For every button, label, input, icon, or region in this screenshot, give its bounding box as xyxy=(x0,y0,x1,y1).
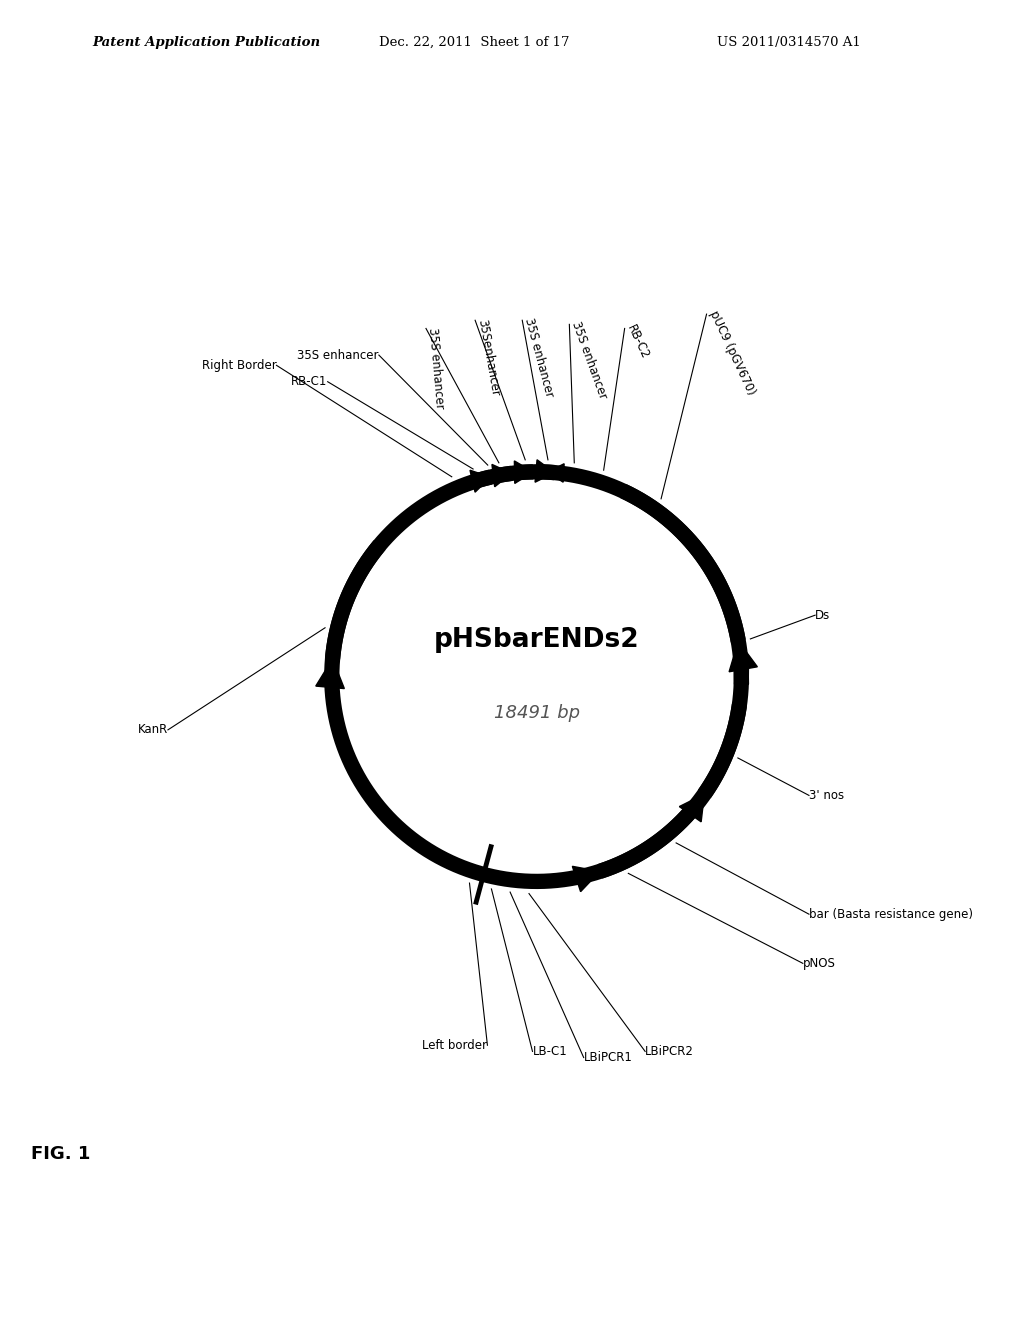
Text: LBiPCR1: LBiPCR1 xyxy=(584,1051,633,1064)
Text: Dec. 22, 2011  Sheet 1 of 17: Dec. 22, 2011 Sheet 1 of 17 xyxy=(379,36,569,49)
Polygon shape xyxy=(679,795,705,822)
Text: RB-C1: RB-C1 xyxy=(291,375,328,388)
Text: 35S enhancer: 35S enhancer xyxy=(522,317,556,399)
Text: Left border: Left border xyxy=(423,1039,487,1052)
Text: 35S enhancer: 35S enhancer xyxy=(297,348,379,362)
Text: FIG. 1: FIG. 1 xyxy=(31,1144,90,1163)
Polygon shape xyxy=(536,459,554,482)
Polygon shape xyxy=(492,465,512,487)
Text: RB-C2: RB-C2 xyxy=(625,323,652,362)
Text: Ds: Ds xyxy=(815,609,830,622)
Text: LBiPCR2: LBiPCR2 xyxy=(645,1045,694,1057)
Text: 35S enhancer: 35S enhancer xyxy=(569,319,609,401)
Polygon shape xyxy=(572,866,600,891)
Text: bar (Basta resistance gene): bar (Basta resistance gene) xyxy=(809,908,973,920)
Text: 35S enhancer: 35S enhancer xyxy=(426,327,446,409)
Text: Patent Application Publication: Patent Application Publication xyxy=(92,36,321,49)
Text: 18491 bp: 18491 bp xyxy=(494,705,580,722)
Text: KanR: KanR xyxy=(137,723,168,737)
Text: pUC9 (pGV670): pUC9 (pGV670) xyxy=(707,309,757,397)
Text: Right Border: Right Border xyxy=(202,359,276,372)
Polygon shape xyxy=(547,463,564,482)
Text: LB-C1: LB-C1 xyxy=(532,1045,567,1057)
Text: US 2011/0314570 A1: US 2011/0314570 A1 xyxy=(717,36,860,49)
Polygon shape xyxy=(729,642,758,672)
Polygon shape xyxy=(470,470,490,492)
Text: pNOS: pNOS xyxy=(803,957,836,970)
Text: pHSbarENDs2: pHSbarENDs2 xyxy=(434,627,639,653)
Polygon shape xyxy=(315,659,344,689)
Text: 35Senhancer: 35Senhancer xyxy=(475,318,502,397)
Text: 3' nos: 3' nos xyxy=(809,789,844,801)
Polygon shape xyxy=(514,461,534,483)
